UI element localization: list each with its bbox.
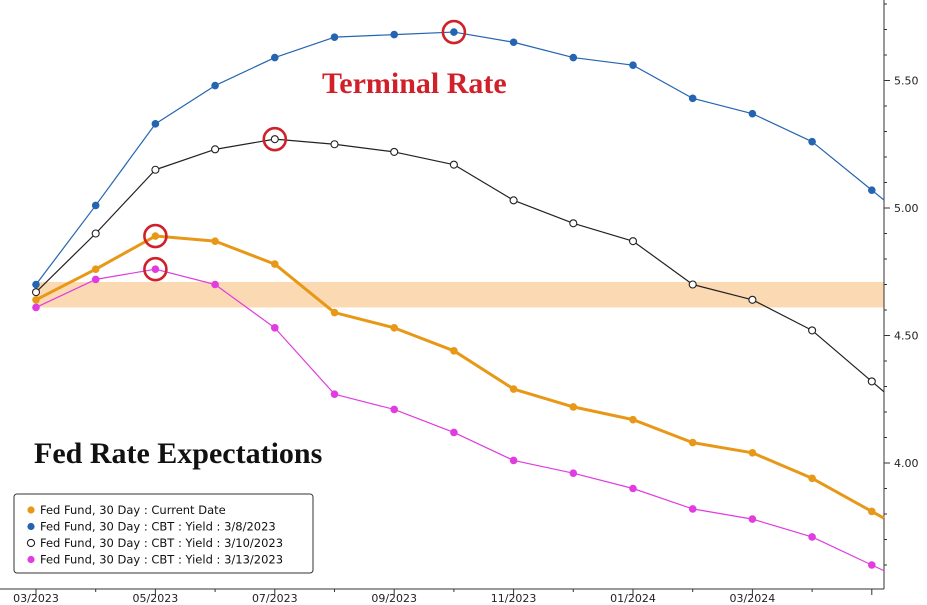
legend-box (13, 493, 314, 574)
data-point (32, 303, 40, 312)
x-tick-label: 03/2024 (730, 592, 776, 605)
data-point (91, 265, 100, 274)
data-point (450, 28, 458, 36)
data-point (748, 515, 757, 523)
data-point (449, 160, 458, 169)
series-line (35, 234, 885, 520)
legend-marker (27, 555, 35, 564)
series-group (31, 135, 885, 393)
data-point (450, 428, 458, 437)
data-point (688, 280, 697, 289)
data-point (808, 326, 817, 335)
data-point (867, 377, 876, 386)
data-point (509, 456, 518, 465)
data-point (91, 229, 100, 238)
legend-label: Fed Fund, 30 Day : CBT : Yield : 3/13/20… (40, 553, 283, 567)
data-point (32, 296, 40, 304)
data-point (330, 308, 339, 317)
data-point (569, 219, 578, 228)
highlight-circle (441, 19, 467, 45)
data-point (569, 53, 578, 62)
x-tick-label: 11/2023 (491, 592, 537, 605)
data-point (509, 196, 518, 205)
data-point (211, 145, 220, 154)
data-point (330, 390, 339, 398)
legend-marker (26, 538, 36, 548)
data-point (748, 449, 757, 457)
y-tick-label: 5.00 (894, 202, 919, 215)
data-point (211, 280, 219, 289)
data-point (390, 30, 399, 39)
data-point (628, 237, 638, 246)
legend-marker (27, 506, 35, 514)
data-point (509, 385, 518, 393)
data-point (271, 324, 279, 332)
data-point (569, 469, 578, 478)
series-line (35, 138, 885, 393)
highlight-circle (262, 126, 288, 152)
data-point (688, 438, 697, 447)
y-tick-label: 4.50 (894, 330, 919, 343)
series-group (32, 28, 885, 289)
legend-label: Fed Fund, 30 Day : Current Date (40, 503, 226, 517)
data-point (688, 505, 697, 513)
x-tick-label: 09/2023 (371, 592, 417, 605)
data-point (91, 201, 100, 210)
legend-marker (27, 522, 35, 531)
chart-title: Fed Rate Expectations (34, 437, 322, 470)
highlight-band (36, 281, 884, 308)
x-tick-label: 03/2023 (13, 592, 59, 605)
data-point (211, 237, 219, 245)
legend: Fed Fund, 30 Day : Current Date Fed Fund,… (13, 493, 314, 574)
data-point (151, 120, 160, 128)
terminal-rate-annotation: Terminal Rate (322, 67, 507, 100)
data-point (808, 474, 816, 483)
data-point (271, 260, 279, 268)
data-point (211, 81, 219, 90)
data-point (808, 137, 816, 146)
data-point (271, 53, 279, 62)
data-point (808, 533, 816, 541)
series-line (35, 268, 885, 572)
highlight-circle (143, 256, 168, 282)
data-point (629, 61, 637, 69)
series-group (32, 232, 885, 520)
x-tick-label: 01/2024 (610, 592, 656, 605)
data-point (868, 561, 876, 569)
data-point (629, 484, 637, 493)
data-point (509, 38, 518, 47)
x-tick-label: 05/2023 (133, 592, 179, 605)
data-point (32, 280, 40, 289)
series-line (35, 31, 885, 285)
highlight-circle (143, 223, 168, 249)
data-point (151, 232, 160, 240)
data-point (868, 507, 876, 516)
data-point (330, 33, 339, 41)
data-point (31, 288, 41, 297)
data-point (151, 165, 160, 174)
data-point (868, 186, 876, 194)
data-point (569, 403, 578, 411)
y-tick-label: 4.00 (894, 457, 919, 470)
data-point (748, 109, 757, 118)
data-point (390, 405, 399, 414)
x-tick-label: 07/2023 (252, 592, 298, 605)
legend-label: Fed Fund, 30 Day : CBT : Yield : 3/10/20… (40, 536, 283, 550)
data-point (151, 265, 160, 274)
data-point (330, 140, 339, 149)
data-point (688, 94, 697, 103)
series-group (32, 265, 885, 572)
data-point (91, 275, 100, 284)
data-point (270, 135, 279, 144)
data-point (748, 295, 757, 304)
y-tick-label: 5.50 (894, 75, 919, 88)
data-point (390, 324, 399, 332)
data-point (390, 147, 399, 156)
data-point (450, 347, 458, 355)
legend-label: Fed Fund, 30 Day : CBT : Yield : 3/8/202… (40, 520, 276, 534)
data-point (629, 415, 637, 424)
